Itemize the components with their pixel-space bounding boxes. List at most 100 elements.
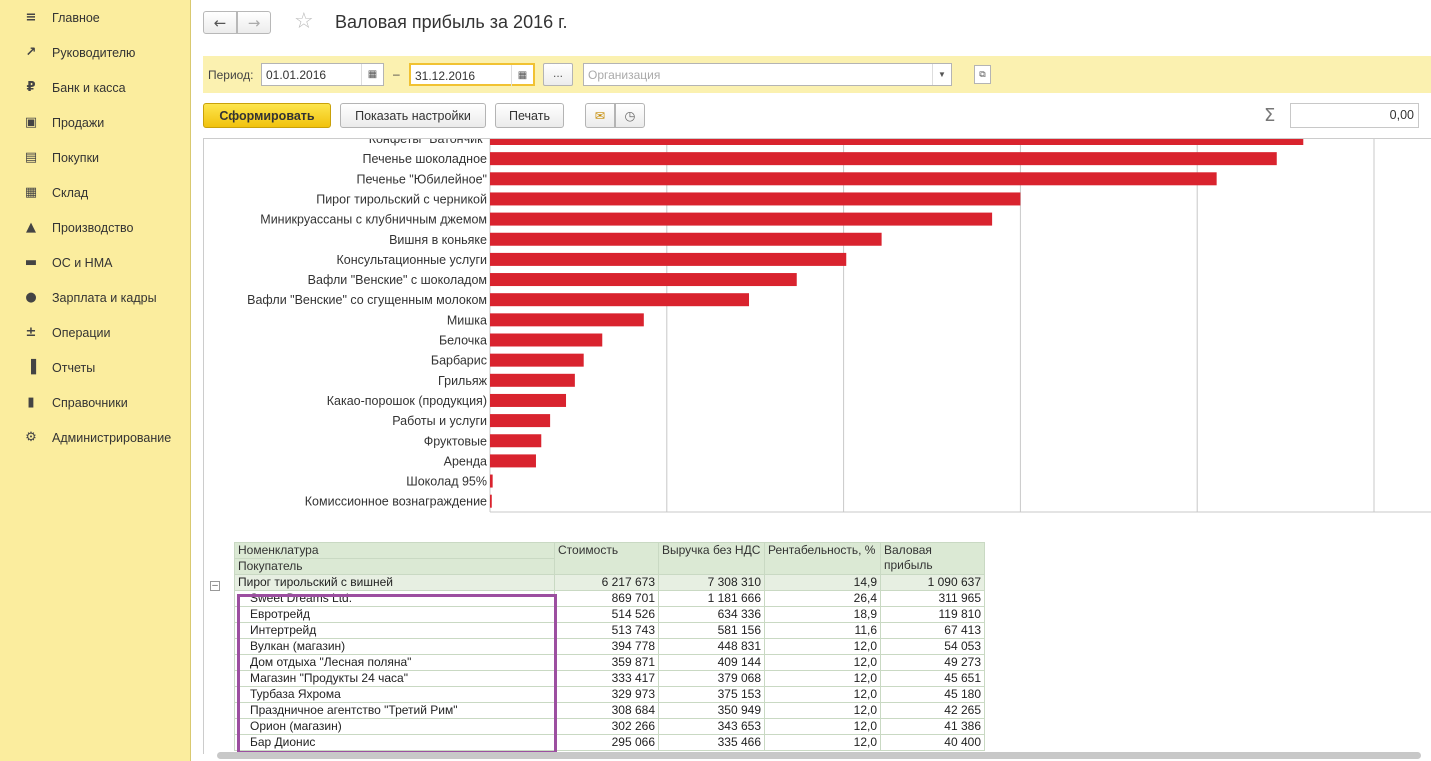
collapse-group-icon[interactable]: – [210, 581, 220, 591]
sidebar-item-label: Банк и касса [52, 80, 126, 95]
cost-cell: 329 973 [554, 686, 659, 703]
email-button[interactable]: ✉ [585, 103, 615, 128]
bar [490, 293, 750, 307]
profit-cell: 311 965 [880, 590, 985, 607]
header-buyer: Покупатель [234, 558, 555, 575]
table-row[interactable]: Sweet Dreams Ltd. 869 701 1 181 666 26,4 311… [234, 590, 985, 607]
table-row[interactable]: Магазин "Продукты 24 часа" 333 417 379 068… [234, 670, 985, 687]
sidebar-item-label: Операции [52, 325, 111, 340]
sidebar-item-label: Справочники [52, 395, 128, 410]
trend-icon: ↗ [25, 45, 37, 60]
arrow-left-icon: ← [213, 13, 227, 32]
revenue-cell: 448 831 [658, 638, 765, 655]
header-margin: Рентабельность, % [764, 542, 881, 575]
category-label: Вафли "Венские" со сгущенным молоком [247, 293, 487, 307]
sidebar-item-label: Покупки [52, 150, 100, 165]
open-icon[interactable]: ⧉ [974, 65, 991, 84]
category-label: Комиссионное вознаграждение [305, 495, 487, 509]
category-label: Миникруассаны с клубничным джемом [260, 213, 487, 227]
profit-cell: 40 400 [880, 734, 985, 751]
sum-field: 0,00 [1290, 103, 1419, 128]
chevron-down-icon[interactable]: ▼ [932, 64, 951, 85]
envelope-icon: ✉ [594, 109, 606, 123]
profit-cell: 119 810 [880, 606, 985, 623]
category-label: Аренда [444, 454, 487, 468]
header-profit: Валовая прибыль [880, 542, 985, 575]
cost-cell: 302 266 [554, 718, 659, 735]
cost-cell: 513 743 [554, 622, 659, 639]
show-settings-button[interactable]: Показать настройки [340, 103, 486, 128]
bar [490, 373, 575, 387]
favorite-star-icon[interactable]: ☆ [294, 9, 314, 34]
factory-icon: ▲ [26, 220, 36, 235]
sidebar-item-0[interactable]: ≡ Главное [0, 0, 190, 35]
table-row[interactable]: Интертрейд 513 743 581 156 11,6 67 413 [234, 622, 985, 639]
table-row[interactable]: Бар Дионис 295 066 335 466 12,0 40 400 [234, 734, 985, 751]
sidebar-item-label: Склад [52, 185, 89, 200]
sidebar-item-7[interactable]: ▬ ОС и НМА [0, 245, 190, 280]
calendar-icon[interactable]: ▦ [361, 64, 383, 85]
horizontal-scrollbar[interactable] [217, 752, 1421, 759]
buyer-cell: Бар Дионис [234, 734, 555, 751]
report-area: Конфеты "Батончик" Печенье шоколадное Пече… [203, 138, 1431, 754]
sidebar-item-10[interactable]: ▐ Отчеты [0, 350, 190, 385]
table-row[interactable]: Турбаза Яхрома 329 973 375 153 12,0 45 180 [234, 686, 985, 703]
table-row[interactable]: Дом отдыха "Лесная поляна" 359 871 409 144… [234, 654, 985, 671]
bar [490, 192, 1021, 206]
forward-button[interactable]: → [237, 11, 271, 34]
profit-cell: 49 273 [880, 654, 985, 671]
back-button[interactable]: ← [203, 11, 237, 34]
buyer-cell: Магазин "Продукты 24 часа" [234, 670, 555, 687]
date-from-field[interactable]: 01.01.2016 ▦ [261, 63, 384, 86]
margin-cell: 12,0 [764, 670, 881, 687]
table-row[interactable]: Орион (магазин) 302 266 343 653 12,0 41 386 [234, 718, 985, 735]
profit-cell: 67 413 [880, 622, 985, 639]
table-row[interactable]: Евротрейд 514 526 634 336 18,9 119 810 [234, 606, 985, 623]
group-cost: 6 217 673 [554, 574, 659, 591]
buyer-cell: Орион (магазин) [234, 718, 555, 735]
category-label: Шоколад 95% [406, 475, 487, 489]
group-row[interactable]: Пирог тирольский с вишней 6 217 673 7 30… [234, 574, 985, 591]
table-row[interactable]: Вулкан (магазин) 394 778 448 831 12,0 54 053 [234, 638, 985, 655]
buyer-cell: Интертрейд [234, 622, 555, 639]
sidebar-item-9[interactable]: ± Операции [0, 315, 190, 350]
profit-cell: 54 053 [880, 638, 985, 655]
page-title: Валовая прибыль за 2016 г. [335, 12, 568, 32]
period-select-button[interactable]: ... [543, 63, 573, 86]
bar [490, 139, 1304, 145]
schedule-button[interactable]: ◷ [615, 103, 645, 128]
sidebar-item-label: Администрирование [52, 430, 172, 445]
sidebar-item-8[interactable]: ● Зарплата и кадры [0, 280, 190, 315]
sidebar-item-label: Зарплата и кадры [52, 290, 157, 305]
bar [490, 252, 847, 266]
header-cost: Стоимость [554, 542, 659, 575]
sidebar-item-6[interactable]: ▲ Производство [0, 210, 190, 245]
calendar-icon[interactable]: ▦ [511, 65, 533, 86]
sidebar-item-1[interactable]: ↗ Руководителю [0, 35, 190, 70]
print-button[interactable]: Печать [495, 103, 564, 128]
revenue-cell: 409 144 [658, 654, 765, 671]
revenue-cell: 350 949 [658, 702, 765, 719]
date-to-field[interactable]: 31.12.2016 ▦ [409, 63, 535, 86]
sidebar-item-3[interactable]: ▣ Продажи [0, 105, 190, 140]
margin-cell: 12,0 [764, 638, 881, 655]
organization-input[interactable] [584, 64, 924, 85]
revenue-cell: 581 156 [658, 622, 765, 639]
margin-cell: 26,4 [764, 590, 881, 607]
bar [490, 414, 551, 428]
sidebar-item-11[interactable]: ▮ Справочники [0, 385, 190, 420]
sidebar-item-4[interactable]: ▤ Покупки [0, 140, 190, 175]
table-row[interactable]: Праздничное агентство "Третий Рим" 308 68… [234, 702, 985, 719]
sidebar-item-5[interactable]: ▦ Склад [0, 175, 190, 210]
sidebar-item-2[interactable]: ₽ Банк и касса [0, 70, 190, 105]
category-label: Конфеты "Батончик" [369, 139, 487, 146]
bar [490, 474, 493, 488]
organization-field[interactable]: ▼ [583, 63, 952, 86]
cost-cell: 308 684 [554, 702, 659, 719]
date-from-value: 01.01.2016 [266, 68, 327, 82]
bar [490, 454, 536, 468]
generate-button[interactable]: Сформировать [203, 103, 331, 128]
sidebar-item-12[interactable]: ⚙ Администрирование [0, 420, 190, 455]
header-revenue: Выручка без НДС [658, 542, 765, 575]
category-label: Пирог тирольский с черникой [316, 192, 487, 206]
